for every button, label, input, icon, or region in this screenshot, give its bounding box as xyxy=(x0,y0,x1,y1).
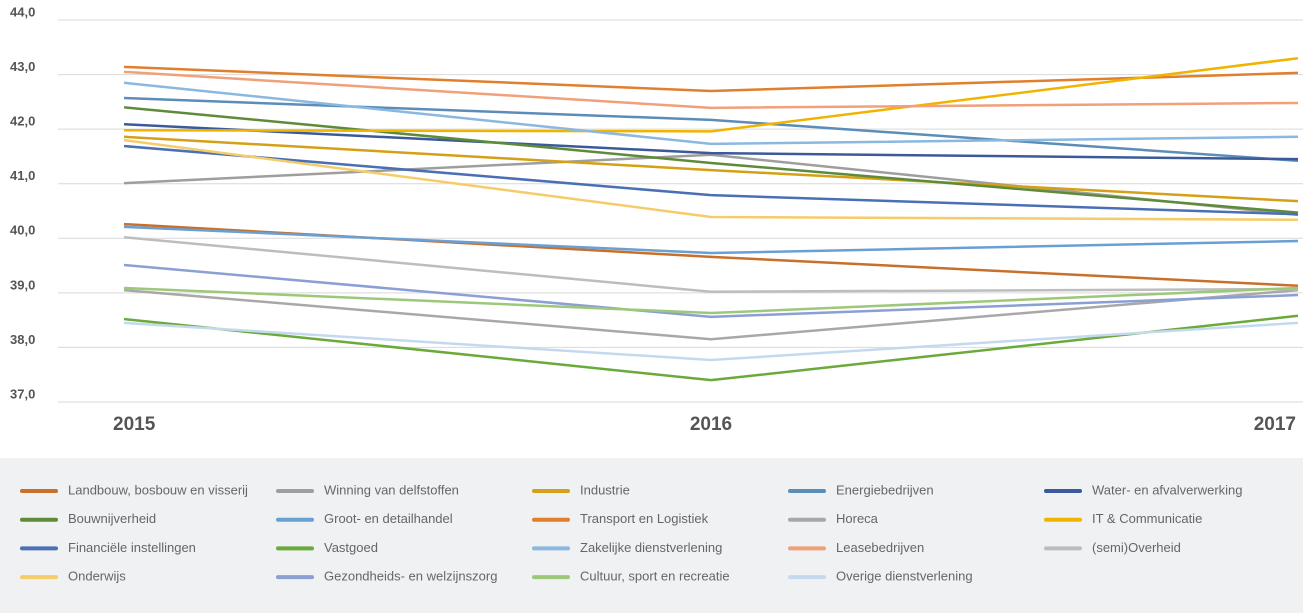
legend-label: Water- en afvalverwerking xyxy=(1092,482,1243,497)
legend-label: Landbouw, bosbouw en visserij xyxy=(68,482,248,497)
series-line xyxy=(123,106,1299,214)
series-line xyxy=(123,81,1299,146)
x-tick-label: 2017 xyxy=(1254,414,1296,435)
y-tick-label: 40,0 xyxy=(10,223,35,238)
series-line xyxy=(123,153,1299,217)
y-tick-label: 42,0 xyxy=(10,114,35,129)
legend-label: Zakelijke dienstverlening xyxy=(580,540,722,555)
legend-background xyxy=(0,458,1303,613)
legend-label: Vastgoed xyxy=(324,540,378,555)
series-line xyxy=(123,135,1299,203)
legend-label: Bouwnijverheid xyxy=(68,511,156,526)
x-tick-label: 2015 xyxy=(113,414,156,435)
y-tick-label: 43,0 xyxy=(10,59,35,74)
legend-label: Leasebedrijven xyxy=(836,540,924,555)
y-tick-label: 37,0 xyxy=(10,386,35,401)
legend-label: IT & Communicatie xyxy=(1092,511,1202,526)
legend-label: Horeca xyxy=(836,511,879,526)
series-line xyxy=(123,321,1299,362)
series-line xyxy=(123,56,1299,133)
legend-label: Overige dienstverlening xyxy=(836,569,973,584)
series-line xyxy=(123,288,1299,341)
legend-label: Winning van delfstoffen xyxy=(324,482,459,497)
series-line xyxy=(123,225,1299,255)
legend-label: Cultuur, sport en recreatie xyxy=(580,569,730,584)
series-line xyxy=(123,286,1299,315)
series-line xyxy=(123,70,1299,110)
legend-label: Industrie xyxy=(580,482,630,497)
legend-label: Energiebedrijven xyxy=(836,482,934,497)
legend-label: Groot- en detailhandel xyxy=(324,511,453,526)
legend-label: Onderwijs xyxy=(68,569,126,584)
y-tick-label: 44,0 xyxy=(10,4,35,19)
legend-label: (semi)Overheid xyxy=(1092,540,1181,555)
x-tick-label: 2016 xyxy=(690,414,732,435)
legend-label: Gezondheids- en welzijnszorg xyxy=(324,569,497,584)
series-line xyxy=(123,138,1299,221)
legend-label: Transport en Logistiek xyxy=(580,511,709,526)
y-tick-label: 38,0 xyxy=(10,332,35,347)
series-line xyxy=(123,65,1299,93)
series-line xyxy=(123,314,1299,382)
series-line xyxy=(123,96,1299,163)
legend-label: Financiële instellingen xyxy=(68,540,196,555)
y-tick-label: 41,0 xyxy=(10,168,35,183)
series-line xyxy=(123,263,1299,319)
series-line xyxy=(123,122,1299,161)
series-line xyxy=(123,222,1299,288)
series-line xyxy=(123,235,1299,294)
y-tick-label: 39,0 xyxy=(10,277,35,292)
series-line xyxy=(123,144,1299,216)
